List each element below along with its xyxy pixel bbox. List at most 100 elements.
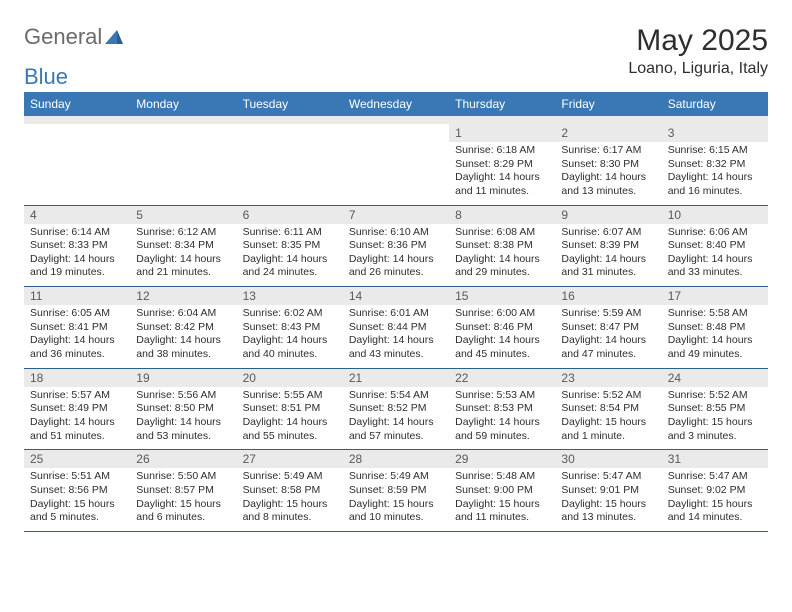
day-number: 2 — [555, 124, 661, 142]
day-cell-body: Sunrise: 6:14 AMSunset: 8:33 PMDaylight:… — [24, 224, 130, 287]
day-number: 15 — [449, 287, 555, 306]
day-number: 29 — [449, 450, 555, 469]
day-cell: Sunrise: 5:57 AMSunset: 8:49 PMDaylight:… — [24, 387, 130, 450]
day-cell: Sunrise: 5:58 AMSunset: 8:48 PMDaylight:… — [662, 305, 768, 368]
day-number: 4 — [24, 205, 130, 224]
day-cell-body: Sunrise: 5:56 AMSunset: 8:50 PMDaylight:… — [130, 387, 236, 450]
day-cell: Sunrise: 5:55 AMSunset: 8:51 PMDaylight:… — [237, 387, 343, 450]
day-number: 31 — [662, 450, 768, 469]
day-number: 17 — [662, 287, 768, 306]
day-cell: Sunrise: 5:56 AMSunset: 8:50 PMDaylight:… — [130, 387, 236, 450]
day-number: 8 — [449, 205, 555, 224]
day-cell-body: Sunrise: 6:08 AMSunset: 8:38 PMDaylight:… — [449, 224, 555, 287]
day-cell-body: Sunrise: 5:49 AMSunset: 8:58 PMDaylight:… — [237, 468, 343, 531]
day-number: 21 — [343, 368, 449, 387]
empty-day-number — [24, 124, 130, 142]
day-cell: Sunrise: 5:52 AMSunset: 8:54 PMDaylight:… — [555, 387, 661, 450]
day-cell: Sunrise: 6:05 AMSunset: 8:41 PMDaylight:… — [24, 305, 130, 368]
empty-cell — [130, 142, 236, 205]
day-cell-body: Sunrise: 5:57 AMSunset: 8:49 PMDaylight:… — [24, 387, 130, 450]
day-number: 14 — [343, 287, 449, 306]
day-cell-body: Sunrise: 5:52 AMSunset: 8:54 PMDaylight:… — [555, 387, 661, 450]
day-cell-body: Sunrise: 6:12 AMSunset: 8:34 PMDaylight:… — [130, 224, 236, 287]
day-cell: Sunrise: 6:08 AMSunset: 8:38 PMDaylight:… — [449, 224, 555, 287]
day-cell: Sunrise: 6:06 AMSunset: 8:40 PMDaylight:… — [662, 224, 768, 287]
day-header: Thursday — [449, 92, 555, 116]
day-number: 5 — [130, 205, 236, 224]
day-cell: Sunrise: 5:47 AMSunset: 9:01 PMDaylight:… — [555, 468, 661, 531]
day-cell: Sunrise: 6:14 AMSunset: 8:33 PMDaylight:… — [24, 224, 130, 287]
day-cell-body: Sunrise: 5:48 AMSunset: 9:00 PMDaylight:… — [449, 468, 555, 531]
day-number: 7 — [343, 205, 449, 224]
day-cell-body: Sunrise: 6:01 AMSunset: 8:44 PMDaylight:… — [343, 305, 449, 368]
day-cell: Sunrise: 5:52 AMSunset: 8:55 PMDaylight:… — [662, 387, 768, 450]
day-cell-body: Sunrise: 5:52 AMSunset: 8:55 PMDaylight:… — [662, 387, 768, 450]
day-header: Monday — [130, 92, 236, 116]
day-number: 1 — [449, 124, 555, 142]
day-cell-body: Sunrise: 5:47 AMSunset: 9:02 PMDaylight:… — [662, 468, 768, 531]
day-number: 27 — [237, 450, 343, 469]
day-cell-body: Sunrise: 6:10 AMSunset: 8:36 PMDaylight:… — [343, 224, 449, 287]
day-number: 13 — [237, 287, 343, 306]
day-cell: Sunrise: 5:53 AMSunset: 8:53 PMDaylight:… — [449, 387, 555, 450]
day-cell: Sunrise: 6:00 AMSunset: 8:46 PMDaylight:… — [449, 305, 555, 368]
day-cell-body: Sunrise: 6:17 AMSunset: 8:30 PMDaylight:… — [555, 142, 661, 205]
day-cell-body: Sunrise: 6:00 AMSunset: 8:46 PMDaylight:… — [449, 305, 555, 368]
day-cell-body: Sunrise: 5:51 AMSunset: 8:56 PMDaylight:… — [24, 468, 130, 531]
day-cell-body: Sunrise: 5:47 AMSunset: 9:01 PMDaylight:… — [555, 468, 661, 531]
calendar-body: 123Sunrise: 6:18 AMSunset: 8:29 PMDaylig… — [24, 116, 768, 531]
day-cell: Sunrise: 6:17 AMSunset: 8:30 PMDaylight:… — [555, 142, 661, 205]
day-header: Saturday — [662, 92, 768, 116]
header-spacer — [24, 116, 768, 124]
calendar-table: SundayMondayTuesdayWednesdayThursdayFrid… — [24, 92, 768, 532]
day-number: 19 — [130, 368, 236, 387]
day-number: 10 — [662, 205, 768, 224]
day-cell-body: Sunrise: 5:50 AMSunset: 8:57 PMDaylight:… — [130, 468, 236, 531]
day-cell: Sunrise: 5:47 AMSunset: 9:02 PMDaylight:… — [662, 468, 768, 531]
day-cell-body: Sunrise: 6:04 AMSunset: 8:42 PMDaylight:… — [130, 305, 236, 368]
empty-cell — [343, 142, 449, 205]
day-cell: Sunrise: 6:15 AMSunset: 8:32 PMDaylight:… — [662, 142, 768, 205]
day-number: 6 — [237, 205, 343, 224]
page-title: May 2025 — [628, 24, 768, 58]
empty-day-number — [343, 124, 449, 142]
day-number: 9 — [555, 205, 661, 224]
calendar-head: SundayMondayTuesdayWednesdayThursdayFrid… — [24, 92, 768, 116]
day-cell: Sunrise: 6:11 AMSunset: 8:35 PMDaylight:… — [237, 224, 343, 287]
day-number: 28 — [343, 450, 449, 469]
day-cell-body: Sunrise: 5:49 AMSunset: 8:59 PMDaylight:… — [343, 468, 449, 531]
day-cell: Sunrise: 5:50 AMSunset: 8:57 PMDaylight:… — [130, 468, 236, 531]
day-number: 12 — [130, 287, 236, 306]
day-header: Sunday — [24, 92, 130, 116]
day-cell: Sunrise: 5:51 AMSunset: 8:56 PMDaylight:… — [24, 468, 130, 531]
brand-part2: Blue — [24, 64, 68, 89]
day-header: Wednesday — [343, 92, 449, 116]
brand-part1: General — [24, 24, 102, 50]
day-number: 22 — [449, 368, 555, 387]
day-header: Friday — [555, 92, 661, 116]
day-cell: Sunrise: 6:02 AMSunset: 8:43 PMDaylight:… — [237, 305, 343, 368]
day-header: Tuesday — [237, 92, 343, 116]
day-number: 26 — [130, 450, 236, 469]
day-cell: Sunrise: 5:59 AMSunset: 8:47 PMDaylight:… — [555, 305, 661, 368]
day-number: 25 — [24, 450, 130, 469]
day-cell: Sunrise: 6:07 AMSunset: 8:39 PMDaylight:… — [555, 224, 661, 287]
day-number: 3 — [662, 124, 768, 142]
day-cell-body: Sunrise: 6:06 AMSunset: 8:40 PMDaylight:… — [662, 224, 768, 287]
empty-day-number — [237, 124, 343, 142]
day-cell-body: Sunrise: 6:02 AMSunset: 8:43 PMDaylight:… — [237, 305, 343, 368]
brand-triangle-icon — [105, 24, 123, 50]
day-cell: Sunrise: 6:10 AMSunset: 8:36 PMDaylight:… — [343, 224, 449, 287]
day-number: 16 — [555, 287, 661, 306]
day-number: 11 — [24, 287, 130, 306]
day-cell-body: Sunrise: 6:07 AMSunset: 8:39 PMDaylight:… — [555, 224, 661, 287]
day-cell-body: Sunrise: 6:15 AMSunset: 8:32 PMDaylight:… — [662, 142, 768, 205]
day-cell: Sunrise: 6:18 AMSunset: 8:29 PMDaylight:… — [449, 142, 555, 205]
day-cell: Sunrise: 6:12 AMSunset: 8:34 PMDaylight:… — [130, 224, 236, 287]
day-cell: Sunrise: 5:54 AMSunset: 8:52 PMDaylight:… — [343, 387, 449, 450]
day-cell-body: Sunrise: 5:59 AMSunset: 8:47 PMDaylight:… — [555, 305, 661, 368]
day-cell-body: Sunrise: 6:05 AMSunset: 8:41 PMDaylight:… — [24, 305, 130, 368]
day-number: 20 — [237, 368, 343, 387]
day-cell-body: Sunrise: 6:18 AMSunset: 8:29 PMDaylight:… — [449, 142, 555, 205]
day-cell-body: Sunrise: 6:11 AMSunset: 8:35 PMDaylight:… — [237, 224, 343, 287]
